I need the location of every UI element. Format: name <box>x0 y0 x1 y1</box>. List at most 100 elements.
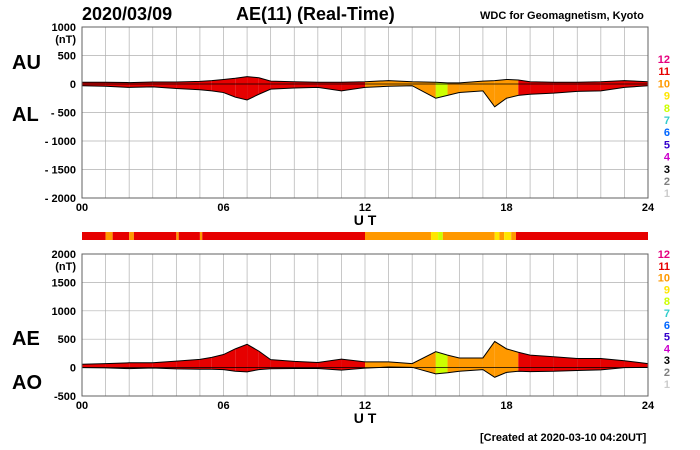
station-count-legend-item: 10 <box>658 273 670 285</box>
data-fill-segment <box>199 80 212 91</box>
station-count-strip-segment <box>176 232 179 240</box>
station-count-legend-item: 9 <box>664 284 670 296</box>
station-count-legend-item: 2 <box>664 367 670 379</box>
y-tick-label: 500 <box>58 334 76 346</box>
y-tick-label: 0 <box>70 363 76 375</box>
al-label: AL <box>12 104 39 126</box>
y-tick-label: - 500 <box>51 108 76 120</box>
data-fill-segment <box>459 357 483 372</box>
data-fill-segment <box>553 82 578 94</box>
series-line-au <box>82 76 649 84</box>
data-source: WDC for Geomagnetism, Kyoto <box>480 10 644 22</box>
station-count-strip-segment <box>515 232 648 240</box>
y-axis-unit: (nT) <box>55 34 76 46</box>
data-fill-segment <box>494 341 507 378</box>
data-fill-segment <box>211 79 224 93</box>
data-fill-segment <box>247 344 259 372</box>
station-count-legend-item: 11 <box>658 66 670 78</box>
data-fill-segment <box>235 76 248 100</box>
data-fill-segment <box>82 363 106 368</box>
plot-frame <box>81 253 649 397</box>
data-fill-segment <box>223 348 236 372</box>
x-tick-label: 18 <box>500 400 512 412</box>
data-fill-segment <box>199 357 212 370</box>
station-count-legend-item: 3 <box>664 355 670 367</box>
data-fill-segment <box>412 351 436 374</box>
x-tick-label: 24 <box>642 202 655 214</box>
data-fill-segment <box>447 82 460 96</box>
data-fill-segment <box>270 359 295 369</box>
data-fill-segment <box>176 359 200 370</box>
data-fill-segment <box>294 361 318 369</box>
y-tick-label: 500 <box>58 51 76 63</box>
station-count-strip-segment <box>199 232 203 240</box>
data-fill-segment <box>235 344 248 372</box>
data-fill-segment <box>129 362 153 369</box>
data-fill-segment <box>553 356 578 372</box>
data-fill-segment <box>482 80 495 107</box>
station-count-strip-segment <box>365 232 432 240</box>
data-fill-segment <box>105 362 130 369</box>
y-tick-label: 1000 <box>52 306 76 318</box>
data-fill-segment <box>447 355 460 373</box>
station-count-legend-item: 12 <box>658 249 670 261</box>
data-fill-segment <box>435 351 448 374</box>
station-count-strip-segment <box>499 232 505 240</box>
station-count-legend-item: 8 <box>664 296 670 308</box>
data-fill-segment <box>624 360 648 368</box>
series-line-ae <box>81 340 649 365</box>
station-count-legend-item: 2 <box>664 176 670 188</box>
station-count-strip-segment <box>202 232 365 240</box>
chart-title: AE(11) (Real-Time) <box>236 4 395 24</box>
y-tick-label: 0 <box>70 79 76 91</box>
date-title: 2020/03/09 <box>82 4 173 24</box>
data-fill-segment <box>247 76 259 100</box>
data-fill-segment <box>518 352 531 372</box>
data-fill-segment <box>294 81 318 88</box>
station-count-strip-segment <box>129 232 134 240</box>
data-fill-segment <box>506 348 519 373</box>
station-count-legend-item: 3 <box>664 164 670 176</box>
station-count-strip-segment <box>178 232 200 240</box>
data-fill-segment <box>211 354 224 370</box>
data-fill-segment <box>577 81 601 92</box>
y-tick-label: - 2000 <box>45 193 76 205</box>
station-count-legend-item: 9 <box>664 91 670 103</box>
station-count-strip-segment <box>105 232 113 240</box>
station-count-legend-item: 6 <box>664 127 670 139</box>
data-fill-segment <box>577 358 601 371</box>
station-count-strip-segment <box>494 232 500 240</box>
station-count-legend-item: 5 <box>664 332 670 344</box>
y-tick-label: - 1000 <box>45 136 76 148</box>
station-count-strip-segment <box>438 232 443 240</box>
station-count-legend-item: 5 <box>664 139 670 151</box>
ao-label: AO <box>12 372 42 394</box>
data-fill-segment <box>435 82 448 99</box>
data-fill-segment <box>518 80 531 96</box>
station-count-legend-item: 11 <box>658 261 670 273</box>
y-axis-unit: (nT) <box>55 261 76 273</box>
x-tick-label: 18 <box>500 202 512 214</box>
x-axis-label: U T <box>354 212 377 228</box>
station-count-strip-segment <box>504 232 512 240</box>
data-fill-segment <box>365 361 389 369</box>
data-fill-segment <box>223 78 236 98</box>
data-fill-segment <box>600 358 625 370</box>
data-fill-segment <box>412 81 436 99</box>
station-count-legend-item: 7 <box>664 308 670 320</box>
data-fill-segment <box>530 355 554 372</box>
data-fill-segment <box>258 351 271 370</box>
y-tick-label: 2000 <box>52 249 76 261</box>
x-tick-label: 00 <box>76 400 88 412</box>
y-tick-label: 1500 <box>52 277 76 289</box>
au-label: AU <box>12 52 41 74</box>
data-fill-segment <box>317 82 342 91</box>
created-timestamp: [Created at 2020-03-10 04:20UT] <box>480 432 647 444</box>
station-count-legend-item: 1 <box>664 188 670 200</box>
station-count-strip-segment <box>511 232 516 240</box>
station-count-legend-item: 8 <box>664 103 670 115</box>
y-tick-label: 1000 <box>52 22 76 34</box>
data-fill-segment <box>530 81 554 95</box>
plot-frame <box>81 26 649 199</box>
